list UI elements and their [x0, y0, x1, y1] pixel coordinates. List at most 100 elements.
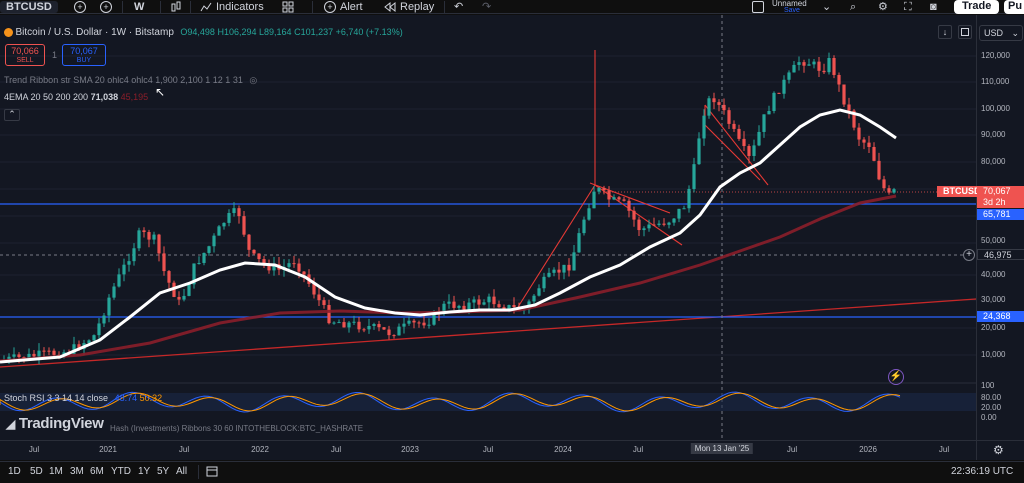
maximize-pane-button[interactable]	[958, 25, 972, 39]
add-alert-plus-icon[interactable]: +	[963, 249, 975, 261]
candle-body	[207, 246, 211, 253]
range-all[interactable]: All	[176, 466, 188, 477]
currency-select[interactable]: USD ⌄	[979, 25, 1023, 41]
time-tick: Jul	[482, 445, 494, 454]
price-tick: 80,000	[981, 157, 1006, 166]
chevron-up-icon: ⌃	[8, 109, 16, 119]
layouts-button[interactable]	[752, 0, 764, 14]
candle-body	[787, 72, 791, 80]
ema-indicator-legend[interactable]: 4EMA 20 50 200 200 71,038 45,195	[4, 92, 148, 102]
candle-body	[562, 264, 566, 273]
layout-menu-button[interactable]: ⌄	[822, 0, 831, 14]
candle-body	[702, 115, 706, 139]
candle-body	[532, 295, 536, 302]
interval-button[interactable]: W	[134, 0, 144, 14]
range-5d[interactable]: 5D	[30, 466, 43, 477]
range-ytd[interactable]: YTD	[111, 466, 131, 477]
bitcoin-icon	[4, 28, 13, 38]
eye-off-icon[interactable]: ◎	[249, 75, 258, 85]
candle-body	[732, 123, 736, 129]
candle-body	[242, 216, 246, 235]
screenshot-button[interactable]: ◙	[930, 0, 937, 14]
add-symbol-button[interactable]: +	[100, 0, 112, 14]
clock-time[interactable]: 22:36:19 UTC	[951, 466, 1014, 477]
candle-body	[312, 283, 316, 295]
candle-body	[707, 98, 711, 116]
undo-button[interactable]: ↶	[454, 0, 463, 14]
candle-body	[692, 164, 696, 189]
settings-button[interactable]: ⚙	[878, 0, 888, 14]
stoch-rsi-legend[interactable]: Stoch RSI 3 3 14 14 close 48.74 50.32	[4, 393, 162, 403]
candle-body	[722, 104, 726, 111]
buy-button[interactable]: 70,067 BUY	[62, 44, 106, 66]
candle-body	[177, 296, 181, 300]
candle-body	[597, 187, 601, 192]
redo-icon: ↷	[482, 1, 492, 13]
mouse-cursor-icon: ↖	[155, 85, 166, 99]
compare-symbol-button[interactable]: +	[74, 0, 86, 14]
candle-body	[887, 188, 891, 193]
fullscreen-button[interactable]: ⛶	[904, 0, 912, 14]
arrow-down-icon: ↓	[942, 27, 948, 37]
trade-button[interactable]: Trade	[954, 0, 1000, 14]
osc-tick: 0.00	[981, 413, 997, 422]
candle-body	[492, 296, 496, 305]
last-price-tag: 70,067	[977, 186, 1024, 197]
candle-body	[272, 264, 276, 271]
alert-button[interactable]: + Alert	[324, 0, 363, 14]
time-axis[interactable]: Jul 2021 Jul 2022 Jul 2023 Jul 2024 Jul …	[0, 440, 976, 460]
candle-body	[797, 62, 801, 65]
ema-value-slow: 45,195	[120, 92, 149, 102]
price-chart[interactable]	[0, 15, 976, 440]
indicators-button[interactable]: Indicators	[200, 0, 264, 14]
candle-body	[862, 139, 866, 143]
hash-ribbons-legend[interactable]: Hash (Investments) Ribbons 30 60 INTOTHE…	[110, 424, 363, 433]
chart-pane[interactable]: Bitcoin / U.S. Dollar · 1W · Bitstamp O9…	[0, 15, 976, 440]
indicators-icon	[200, 2, 212, 12]
time-tick: 2021	[99, 445, 117, 454]
candle-body	[457, 305, 461, 308]
symbol-label: BTCUSD	[0, 1, 58, 13]
stoch-band	[0, 393, 976, 411]
range-5y[interactable]: 5Y	[157, 466, 170, 477]
sell-button[interactable]: 70,066 SELL	[5, 44, 45, 66]
candle-body	[622, 199, 626, 201]
candle-body	[757, 131, 761, 146]
candle-body	[72, 344, 76, 354]
candle-body	[117, 274, 121, 287]
undo-icon: ↶	[454, 1, 464, 13]
divider	[190, 1, 191, 13]
alarm-icon: +	[324, 1, 336, 13]
ema-50-line	[0, 108, 897, 364]
price-tick: 10,000	[981, 350, 1006, 359]
candle-body	[847, 104, 851, 111]
chart-type-button[interactable]	[170, 0, 182, 14]
layout-button[interactable]	[282, 0, 294, 14]
divider	[160, 1, 161, 13]
go-to-date-button[interactable]	[206, 465, 218, 480]
range-1d[interactable]: 1D	[8, 466, 21, 477]
candle-body	[222, 222, 226, 227]
range-3m[interactable]: 3M	[70, 466, 84, 477]
time-tick: 2024	[554, 445, 572, 454]
level-tag-65781: 65,781	[977, 209, 1024, 220]
collapse-legend-button[interactable]: ⌃	[4, 109, 20, 121]
price-scale[interactable]: USD ⌄ 120,000 110,000 100,000 90,000 80,…	[937, 15, 1024, 440]
download-button[interactable]: ↓	[938, 25, 952, 39]
publish-button[interactable]: Pu	[1004, 0, 1024, 14]
candle-body	[602, 187, 606, 191]
lightning-icon[interactable]: ⚡	[888, 369, 904, 385]
price-tick: 40,000	[981, 270, 1006, 279]
replay-button[interactable]: Replay	[384, 0, 434, 14]
candle-body	[567, 264, 571, 271]
range-1y[interactable]: 1Y	[138, 466, 151, 477]
layout-name[interactable]: Unnamed Save	[772, 0, 807, 14]
quick-search-button[interactable]: ⌕	[850, 0, 856, 14]
redo-button[interactable]: ↷	[482, 0, 491, 14]
range-6m[interactable]: 6M	[90, 466, 104, 477]
range-1m[interactable]: 1M	[49, 466, 63, 477]
candle-body	[667, 222, 671, 225]
ribbon-indicator-legend[interactable]: Trend Ribbon str SMA 20 ohlc4 ohlc4 1,90…	[4, 75, 257, 86]
symbol-search[interactable]: BTCUSD	[0, 0, 58, 14]
axis-settings-button[interactable]: ⚙	[976, 440, 1024, 460]
